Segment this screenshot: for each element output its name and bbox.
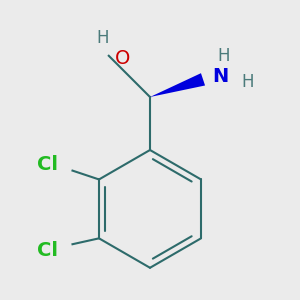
Text: H: H [241, 73, 254, 91]
Text: H: H [218, 46, 230, 64]
Text: Cl: Cl [37, 241, 58, 260]
Text: H: H [97, 29, 109, 47]
Text: N: N [212, 67, 229, 86]
Polygon shape [150, 73, 205, 97]
Text: O: O [115, 49, 130, 68]
Text: Cl: Cl [37, 155, 58, 174]
